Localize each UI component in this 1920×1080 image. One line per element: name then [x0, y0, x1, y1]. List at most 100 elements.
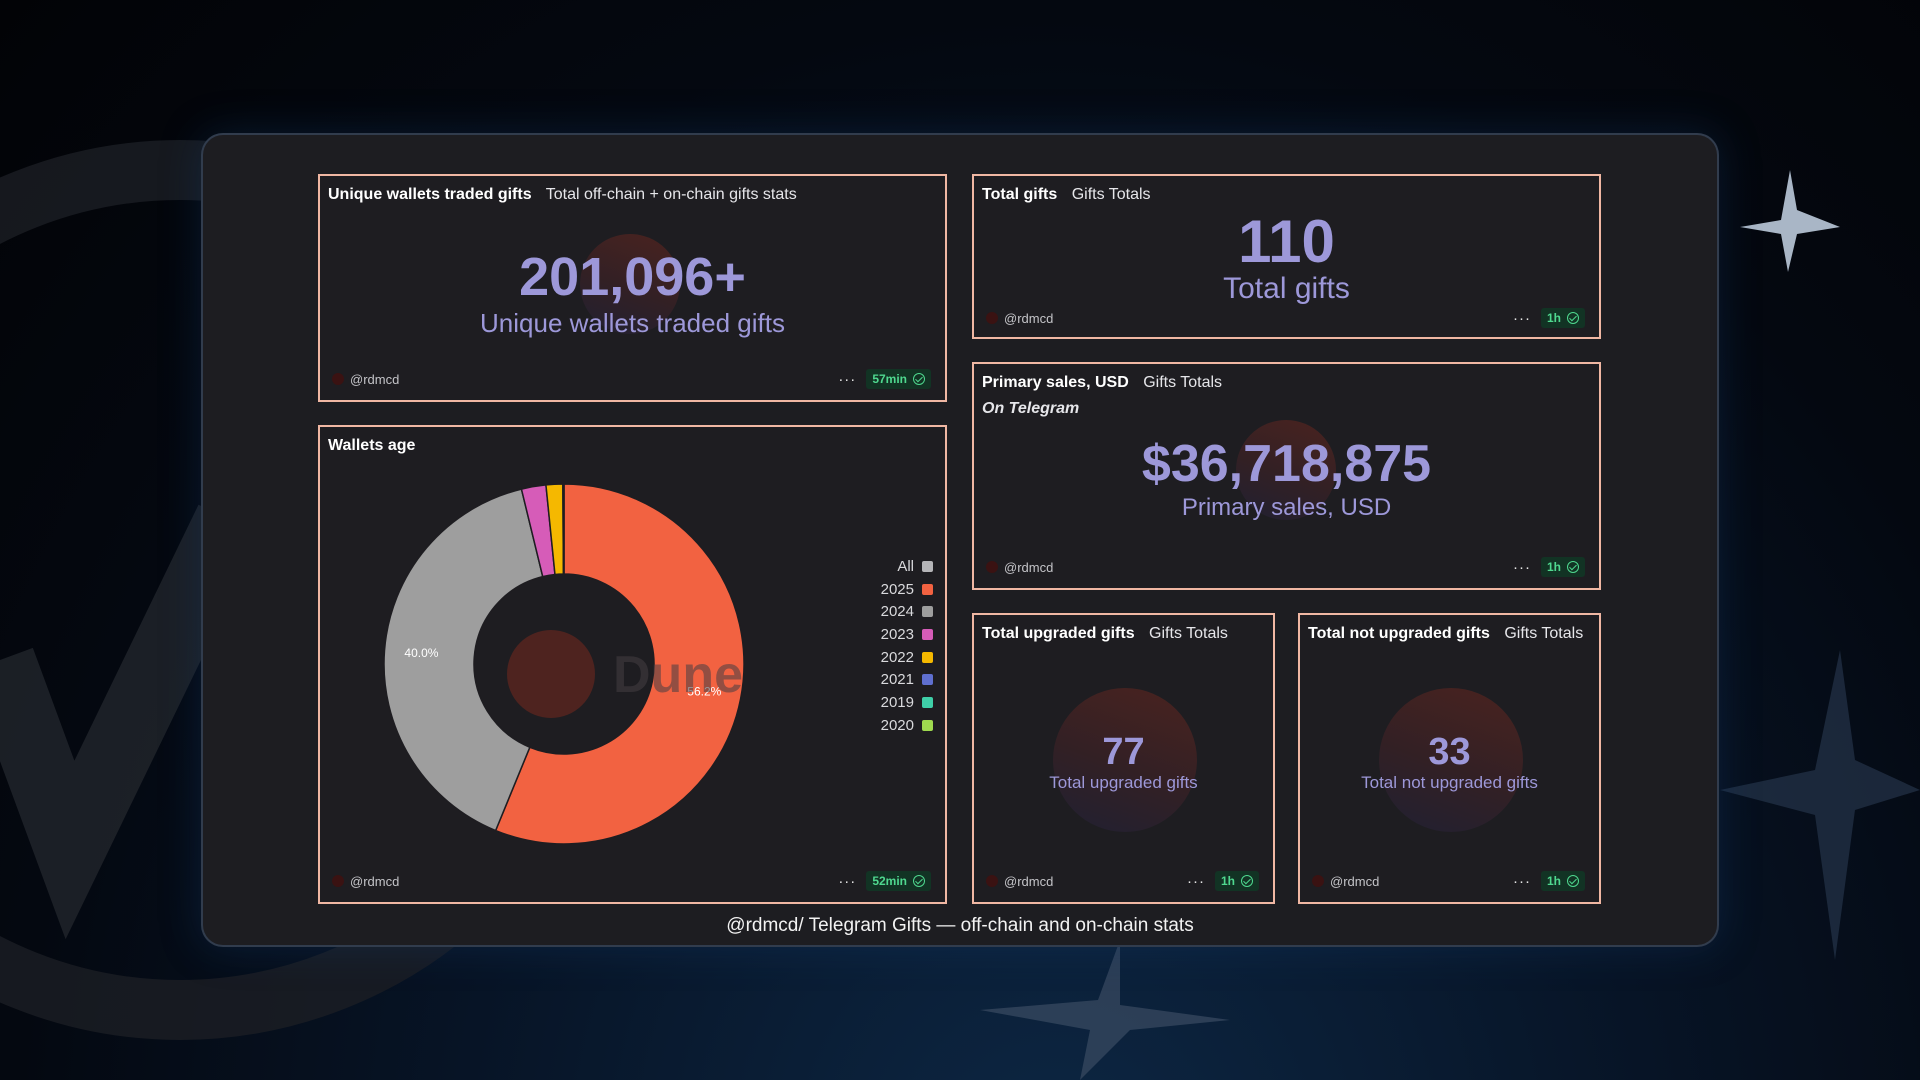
logo-watermark — [1053, 688, 1197, 832]
counter-value: 201,096+ — [519, 247, 746, 307]
legend-label: 2021 — [880, 671, 914, 689]
check-circle-icon — [1567, 561, 1579, 573]
card-title: Total upgraded gifts — [982, 625, 1135, 642]
avatar — [986, 875, 998, 887]
pie-slice-2021[interactable] — [562, 483, 565, 575]
legend-label: 2020 — [880, 716, 914, 734]
author-link[interactable]: @rdmcd — [1312, 874, 1379, 889]
legend-swatch — [922, 719, 933, 731]
card-footer: @rdmcd ··· 1h — [986, 556, 1585, 578]
avatar — [1312, 875, 1324, 887]
upgraded-gifts-card[interactable]: Total upgraded gifts Gifts Totals 77 Tot… — [972, 613, 1275, 904]
more-options-icon[interactable]: ··· — [1186, 872, 1205, 890]
avatar — [986, 312, 998, 324]
counter-label: Total not upgraded gifts — [1361, 773, 1538, 792]
total-gifts-card[interactable]: Total gifts Gifts Totals 110 Total gifts… — [972, 174, 1601, 339]
card-title: Total not upgraded gifts — [1308, 625, 1490, 642]
more-options-icon[interactable]: ··· — [1512, 872, 1531, 890]
not-upgraded-gifts-card[interactable]: Total not upgraded gifts Gifts Totals 33… — [1298, 613, 1601, 904]
avatar — [332, 875, 344, 887]
card-footer: @rdmcd ··· 57min — [332, 368, 931, 390]
check-circle-icon — [1241, 875, 1253, 887]
freshness-badge[interactable]: 57min — [866, 369, 931, 389]
legend-swatch — [922, 674, 933, 686]
legend-swatch — [922, 606, 933, 618]
card-note: On Telegram — [982, 400, 1080, 417]
freshness-badge[interactable]: 52min — [866, 871, 931, 891]
pie-slice-2025[interactable] — [494, 483, 745, 845]
logo-watermark — [507, 630, 595, 718]
legend-item-2024[interactable]: 2024 — [881, 600, 933, 623]
freshness-badge[interactable]: 1h — [1540, 557, 1585, 577]
legend-swatch — [922, 696, 933, 708]
card-footer: @rdmcd ··· 1h — [986, 307, 1585, 329]
card-header: Total upgraded gifts Gifts Totals — [982, 625, 1228, 643]
sparkle-star-icon — [1740, 170, 1840, 272]
counter-label: Unique wallets traded gifts — [480, 308, 785, 338]
logo-watermark — [1236, 420, 1336, 520]
slice-data-label: 40.0% — [404, 646, 438, 660]
freshness-badge[interactable]: 1h — [1540, 871, 1585, 891]
legend-item-2021[interactable]: 2021 — [881, 668, 933, 691]
freshness-badge[interactable]: 1h — [1540, 308, 1585, 328]
legend-item-2019[interactable]: 2019 — [881, 691, 933, 714]
author-link[interactable]: @rdmcd — [332, 874, 399, 889]
card-subtitle: Total off-chain + on-chain gifts stats — [545, 186, 797, 203]
card-subtitle: Gifts Totals — [1149, 625, 1228, 642]
counter-label: Primary sales, USD — [1181, 494, 1392, 521]
more-options-icon[interactable]: ··· — [1512, 558, 1531, 576]
legend-swatch — [922, 651, 933, 663]
legend-item-All[interactable]: All — [881, 555, 933, 578]
check-circle-icon — [913, 875, 925, 887]
primary-sales-card[interactable]: Primary sales, USD Gifts Totals On Teleg… — [972, 362, 1601, 590]
card-header: Total gifts Gifts Totals — [982, 186, 1151, 204]
more-options-icon[interactable]: ··· — [1512, 309, 1531, 327]
card-footer: @rdmcd ··· 1h — [1312, 870, 1585, 892]
legend-label: 2024 — [880, 603, 914, 621]
card-header: Wallets age — [328, 437, 425, 455]
check-circle-icon — [913, 373, 925, 385]
chart-legend: All 2025 2024 2023 2022 2021 2019 2020 — [881, 555, 933, 737]
counter-label: Total gifts — [1223, 272, 1350, 305]
card-header: Unique wallets traded gifts Total off-ch… — [328, 186, 797, 204]
avatar — [332, 373, 344, 385]
page-caption: @rdmcd/ Telegram Gifts — off-chain and o… — [726, 915, 1194, 936]
counter-value: 33 — [1428, 731, 1471, 773]
author-link[interactable]: @rdmcd — [986, 874, 1053, 889]
legend-swatch — [922, 583, 933, 595]
check-circle-icon — [1567, 875, 1579, 887]
legend-label: All — [897, 557, 914, 575]
card-subtitle: Gifts Totals — [1143, 374, 1223, 391]
more-options-icon[interactable]: ··· — [838, 872, 857, 890]
legend-item-2023[interactable]: 2023 — [881, 623, 933, 646]
freshness-badge[interactable]: 1h — [1214, 871, 1259, 891]
pie-slice-2024[interactable] — [383, 488, 544, 832]
legend-label: 2023 — [880, 625, 914, 643]
card-title: Primary sales, USD — [982, 374, 1129, 391]
card-title: Unique wallets traded gifts — [328, 186, 532, 203]
slice-data-label: 56.2% — [687, 685, 721, 699]
author-link[interactable]: @rdmcd — [332, 372, 399, 387]
check-circle-icon — [1567, 312, 1579, 324]
legend-swatch — [922, 560, 933, 572]
logo-watermark — [1379, 688, 1523, 832]
logo-watermark — [580, 234, 680, 334]
unique-wallets-card[interactable]: Unique wallets traded gifts Total off-ch… — [318, 174, 947, 402]
chart-title: Wallets age — [328, 437, 416, 454]
card-footer: @rdmcd ··· 52min — [332, 870, 931, 892]
author-link[interactable]: @rdmcd — [986, 311, 1053, 326]
counter-label: Total upgraded gifts — [1049, 773, 1198, 792]
legend-item-2022[interactable]: 2022 — [881, 646, 933, 669]
card-footer: @rdmcd ··· 1h — [986, 870, 1259, 892]
donut-chart[interactable]: 56.2% 40.0% — [320, 427, 945, 902]
card-title: Total gifts — [982, 186, 1058, 203]
wallets-age-card[interactable]: Wallets age 56.2% 40.0% Dune All 2025 2024 2… — [318, 425, 947, 904]
legend-item-2025[interactable]: 2025 — [881, 578, 933, 601]
author-link[interactable]: @rdmcd — [986, 560, 1053, 575]
more-options-icon[interactable]: ··· — [838, 370, 857, 388]
counter-value: $36,718,875 — [1141, 435, 1432, 493]
counter-value: 110 — [1238, 208, 1335, 275]
legend-item-2020[interactable]: 2020 — [881, 714, 933, 737]
avatar — [986, 561, 998, 573]
dune-watermark: Dune — [613, 646, 743, 704]
